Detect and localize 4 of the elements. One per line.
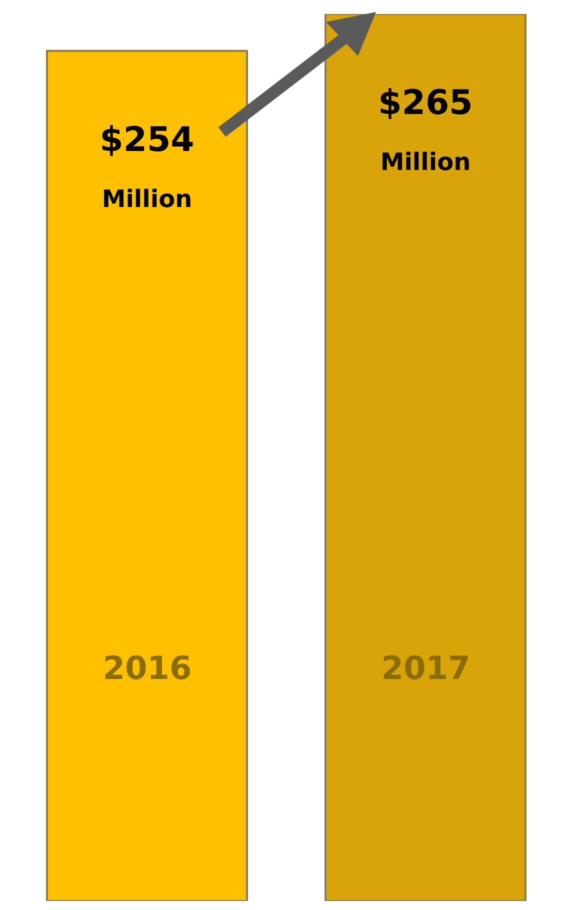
x-tick-label: 2017 — [381, 649, 470, 687]
x-tick-label: 2016 — [102, 649, 192, 687]
data-label: $254 Million — [100, 120, 194, 213]
data-label: $265 Million — [378, 83, 473, 176]
